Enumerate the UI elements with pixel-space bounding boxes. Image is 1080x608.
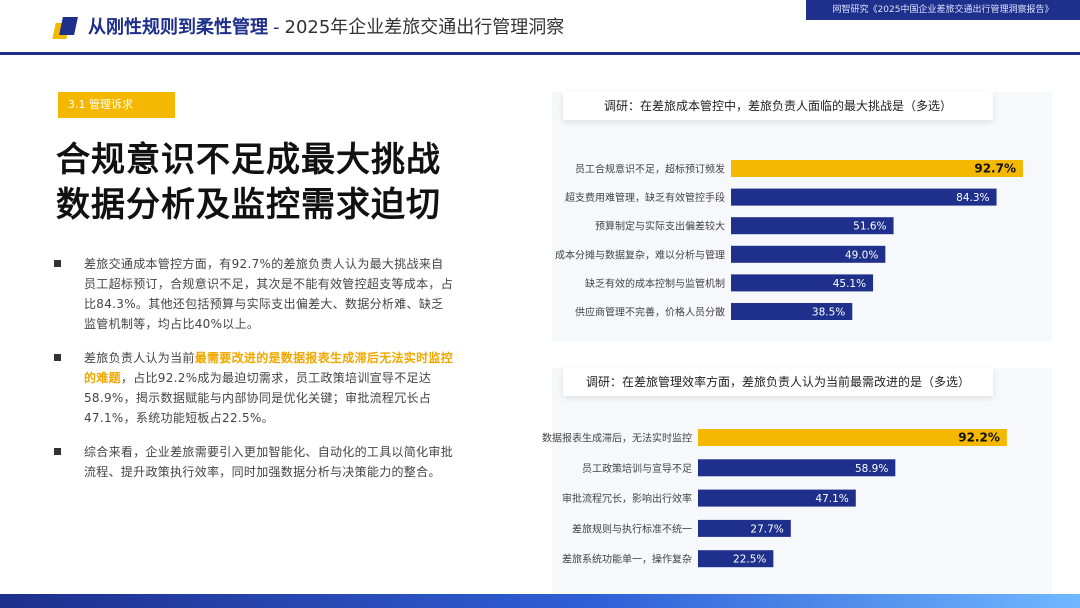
chart-2-title: 调研：在差旅管理效率方面，差旅负责人认为当前最需改进的是（多选） [563, 368, 993, 396]
chart-1-value-label: 45.1% [833, 278, 866, 290]
square-bullet-icon [54, 354, 61, 361]
chart-1-category-label: 供应商管理不完善，价格人员分散 [575, 306, 725, 319]
bullet-text: 差旅交通成本管控方面，有92.7%的差旅负责人认为最大挑战来自员工超标预订，合规… [84, 257, 454, 331]
chart-1-background [552, 92, 1052, 342]
chart-2-value-label: 58.9% [855, 463, 888, 475]
header-separator: - [273, 17, 280, 38]
chart-1-bar [731, 160, 1024, 177]
chart-2-category-label: 差旅系统功能单一，操作复杂 [562, 553, 692, 566]
main-title-line1: 合规意识不足成最大挑战 [56, 140, 441, 180]
chart-2-value-label: 92.2% [958, 431, 1000, 445]
chart-2-bar [698, 429, 1007, 446]
square-bullet-icon [54, 448, 61, 455]
main-title: 合规意识不足成最大挑战 数据分析及监控需求迫切 [56, 138, 486, 228]
chart-2-bar [698, 550, 774, 568]
chart-2-value-label: 47.1% [815, 493, 848, 505]
chart-1-value-label: 92.7% [974, 162, 1016, 176]
bullet-text-highlight: 最需要改进的是数据报表生成滞后无法实时监控的难题 [84, 351, 454, 385]
bullet-text: 综合来看，企业差旅需要引入更加智能化、自动化的工具以简化审批流程、提升政策执行效… [84, 445, 454, 479]
chart-2-category-label: 数据报表生成滞后，无法实时监控 [542, 432, 692, 445]
bullet-item: 综合来看，企业差旅需要引入更加智能化、自动化的工具以简化审批流程、提升政策执行效… [54, 442, 454, 482]
chart-1-category-label: 成本分摊与数据复杂，难以分析与管理 [555, 248, 725, 261]
chart-1-bar [731, 188, 997, 206]
chart-1-category-label: 超支费用难管理，缺乏有效管控手段 [565, 191, 725, 204]
chart-1-value-label: 51.6% [853, 221, 886, 233]
main-title-line2: 数据分析及监控需求迫切 [56, 185, 441, 225]
bullet-item: 差旅负责人认为当前最需要改进的是数据报表生成滞后无法实时监控的难题，占比92.2… [54, 348, 454, 428]
section-tag: 3.1 管理诉求 [58, 92, 175, 118]
chart-1-value-label: 49.0% [845, 249, 878, 261]
chart-2-value-label: 22.5% [733, 554, 766, 566]
chart-2-bar [698, 459, 896, 477]
page-header: 从刚性规则到柔性管理 -2025年企业差旅交通出行管理洞察 网智研究《2025中国… [0, 0, 1080, 55]
chart-1-category-label: 员工合规意识不足，超标预订频发 [575, 163, 725, 176]
bullet-list: 差旅交通成本管控方面，有92.7%的差旅负责人认为最大挑战来自员工超标预订，合规… [54, 254, 454, 496]
bullet-text-pre: 差旅负责人认为当前 [84, 351, 195, 365]
bullet-text: 差旅负责人认为当前最需要改进的是数据报表生成滞后无法实时监控的难题，占比92.2… [84, 348, 454, 428]
square-bullet-icon [54, 260, 61, 267]
header-title-sub: 2025年企业差旅交通出行管理洞察 [284, 17, 565, 38]
chart-1-title: 调研：在差旅成本管控中，差旅负责人面临的最大挑战是（多选） [563, 92, 993, 120]
bullet-text-post: ，占比92.2%成为最迫切需求，员工政策培训宣导不足达58.9%，揭示数据赋能与… [84, 371, 432, 425]
chart-1-bar [731, 245, 886, 263]
chart-1-bar [731, 217, 894, 235]
chart-1-bar [731, 274, 874, 292]
header-title-bold: 从刚性规则到柔性管理 [88, 17, 268, 38]
header-title: 从刚性规则到柔性管理 -2025年企业差旅交通出行管理洞察 [88, 17, 564, 39]
report-tag: 网智研究《2025中国企业差旅交通出行管理洞察报告》 [806, 0, 1080, 20]
chart-1-bar [731, 303, 853, 320]
chart-1-category-label: 缺乏有效的成本控制与监管机制 [585, 277, 725, 290]
chart-2-category-label: 差旅规则与执行标准不统一 [572, 522, 692, 535]
chart-2-bar [698, 489, 856, 507]
chart-2-bar [698, 519, 791, 537]
chart-2-background [552, 368, 1052, 594]
chart-1-category-label: 预算制定与实际支出偏差较大 [595, 220, 725, 233]
chart-2-category-label: 员工政策培训与宣导不足 [582, 462, 692, 475]
bullet-item: 差旅交通成本管控方面，有92.7%的差旅负责人认为最大挑战来自员工超标预订，合规… [54, 254, 454, 334]
bottom-accent-bar [0, 594, 1080, 608]
chart-2-value-label: 27.7% [750, 523, 783, 535]
chart-1-value-label: 84.3% [956, 192, 989, 204]
chart-1-value-label: 38.5% [812, 307, 845, 319]
chart-2-category-label: 审批流程冗长，影响出行效率 [562, 492, 692, 505]
